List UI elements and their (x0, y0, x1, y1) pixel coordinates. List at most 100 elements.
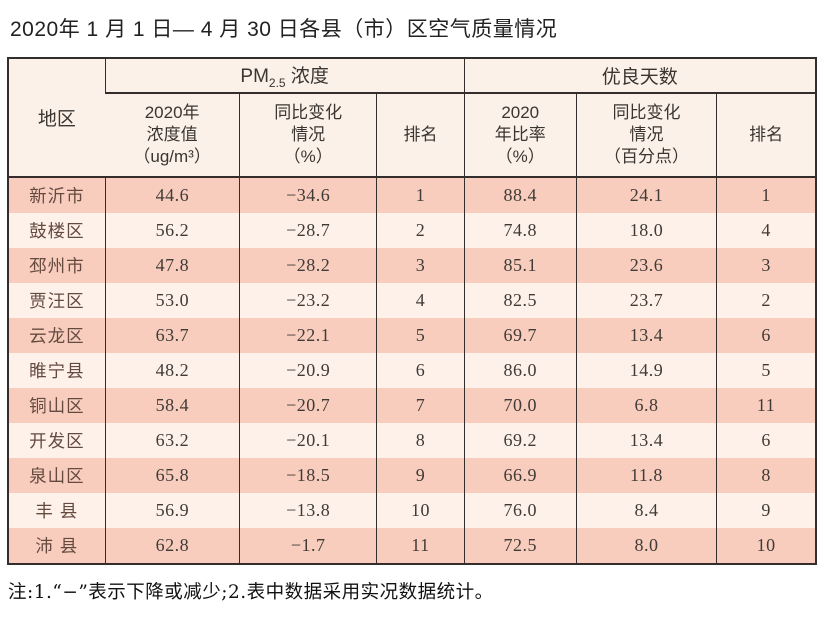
good-ratio-cell: 88.4 (463, 177, 577, 213)
pm-value-cell: 63.7 (104, 318, 240, 353)
pm-value-cell: 56.9 (104, 493, 240, 528)
good-change-cell: 14.9 (575, 353, 717, 388)
pm-value-cell: 62.8 (104, 528, 240, 564)
table-row: 邳州市 47.8 −28.2 3 85.1 23.6 3 (8, 248, 816, 283)
column-header-good-change: 同比变化 情况 （百分点） (575, 93, 717, 178)
region-cell: 云龙区 (29, 326, 85, 346)
column-header-region: 地区 (8, 58, 106, 178)
good-rank-cell: 4 (716, 213, 816, 248)
good-ratio-cell: 86.0 (463, 353, 577, 388)
pm-change-cell: −20.1 (239, 423, 377, 458)
region-cell: 丰 县 (35, 501, 79, 521)
pm-change-cell: −34.6 (239, 177, 377, 213)
region-cell: 鼓楼区 (29, 221, 85, 241)
good-rank-cell: 1 (716, 177, 816, 213)
pm-value-cell: 56.2 (104, 213, 240, 248)
pm-change-cell: −22.1 (239, 318, 377, 353)
pm-change-cell: −18.5 (239, 458, 377, 493)
good-rank-cell: 6 (716, 318, 816, 353)
good-change-cell: 13.4 (575, 423, 717, 458)
pm-change-cell: −1.7 (239, 528, 377, 564)
table-row: 泉山区 65.8 −18.5 9 66.9 11.8 8 (8, 458, 816, 493)
region-cell: 泉山区 (29, 466, 85, 486)
good-rank-cell: 5 (716, 353, 816, 388)
column-header-pm-change: 同比变化 情况 （%） (239, 93, 377, 178)
good-ratio-cell: 82.5 (463, 283, 577, 318)
region-cell: 铜山区 (29, 396, 85, 416)
pm25-label: PM2.5 浓度 (240, 66, 329, 90)
pm-rank-cell: 11 (376, 528, 465, 564)
pm-value-cell: 58.4 (104, 388, 240, 423)
region-cell: 开发区 (29, 431, 85, 451)
good-ratio-cell: 74.8 (463, 213, 577, 248)
good-change-cell: 23.7 (575, 283, 717, 318)
good-change-cell: 8.0 (575, 528, 717, 564)
table-row: 丰 县 56.9 −13.8 10 76.0 8.4 9 (8, 493, 816, 528)
good-change-cell: 18.0 (575, 213, 717, 248)
good-change-cell: 23.6 (575, 248, 717, 283)
pm-change-cell: −23.2 (239, 283, 377, 318)
good-rank-cell: 9 (716, 493, 816, 528)
good-change-cell: 13.4 (575, 318, 717, 353)
pm-value-cell: 44.6 (104, 177, 240, 213)
pm-value-cell: 65.8 (104, 458, 240, 493)
table-row: 新沂市 44.6 −34.6 1 88.4 24.1 1 (8, 177, 816, 213)
table-row: 沛 县 62.8 −1.7 11 72.5 8.0 10 (8, 528, 816, 564)
pm-rank-cell: 1 (376, 177, 465, 213)
table-row: 开发区 63.2 −20.1 8 69.2 13.4 6 (8, 423, 816, 458)
good-rank-cell: 2 (716, 283, 816, 318)
pm-value-cell: 48.2 (104, 353, 240, 388)
table-body: 新沂市 44.6 −34.6 1 88.4 24.1 1 鼓楼区 56.2 −2… (8, 177, 816, 564)
pm-change-cell: −13.8 (239, 493, 377, 528)
good-rank-cell: 8 (716, 458, 816, 493)
pm-rank-cell: 6 (376, 353, 465, 388)
good-ratio-cell: 66.9 (463, 458, 577, 493)
good-ratio-cell: 85.1 (463, 248, 577, 283)
table-footnote: 注:1.“−”表示下降或减少;2.表中数据采用实况数据统计。 (8, 582, 494, 603)
good-rank-cell: 6 (716, 423, 816, 458)
good-ratio-cell: 72.5 (463, 528, 577, 564)
air-quality-table: 地区 PM2.5 浓度 优良天数 2020年 浓度值 （ug/m³） 同比变化 … (7, 57, 817, 565)
table-row: 云龙区 63.7 −22.1 5 69.7 13.4 6 (8, 318, 816, 353)
region-cell: 邳州市 (29, 256, 85, 276)
region-cell: 贾汪区 (29, 291, 85, 311)
good-rank-cell: 11 (716, 388, 816, 423)
header-sub-row: 2020年 浓度值 （ug/m³） 同比变化 情况 （%） 排名 2020 年比… (8, 93, 816, 178)
pm-rank-cell: 7 (376, 388, 465, 423)
column-header-pm-rank: 排名 (376, 93, 465, 178)
good-change-cell: 8.4 (575, 493, 717, 528)
good-change-cell: 6.8 (575, 388, 717, 423)
pm-rank-cell: 8 (376, 423, 465, 458)
pm-rank-cell: 9 (376, 458, 465, 493)
column-group-good-days: 优良天数 (463, 58, 816, 94)
pm-change-cell: −20.9 (239, 353, 377, 388)
good-ratio-cell: 76.0 (463, 493, 577, 528)
region-cell: 新沂市 (29, 186, 85, 206)
region-cell: 沛 县 (35, 536, 79, 556)
header-group-row: 地区 PM2.5 浓度 优良天数 (8, 58, 816, 178)
region-cell: 睢宁县 (29, 361, 85, 381)
pm-change-cell: −20.7 (239, 388, 377, 423)
good-ratio-cell: 69.2 (463, 423, 577, 458)
pm-rank-cell: 10 (376, 493, 465, 528)
pm-rank-cell: 2 (376, 213, 465, 248)
good-ratio-cell: 70.0 (463, 388, 577, 423)
pm-rank-cell: 4 (376, 283, 465, 318)
table-row: 贾汪区 53.0 −23.2 4 82.5 23.7 2 (8, 283, 816, 318)
table-row: 鼓楼区 56.2 −28.7 2 74.8 18.0 4 (8, 213, 816, 248)
good-change-cell: 11.8 (575, 458, 717, 493)
pm-value-cell: 63.2 (104, 423, 240, 458)
column-header-pm-value: 2020年 浓度值 （ug/m³） (105, 93, 240, 178)
pm-value-cell: 53.0 (104, 283, 240, 318)
good-rank-cell: 3 (716, 248, 816, 283)
pm-rank-cell: 3 (376, 248, 465, 283)
good-change-cell: 24.1 (575, 177, 717, 213)
pm-rank-cell: 5 (376, 318, 465, 353)
column-header-good-rank: 排名 (716, 93, 816, 178)
table-row: 铜山区 58.4 −20.7 7 70.0 6.8 11 (8, 388, 816, 423)
table-row: 睢宁县 48.2 −20.9 6 86.0 14.9 5 (8, 353, 816, 388)
good-rank-cell: 10 (716, 528, 816, 564)
pm-change-cell: −28.2 (239, 248, 377, 283)
pm-value-cell: 47.8 (104, 248, 240, 283)
column-group-pm25: PM2.5 浓度 (104, 58, 465, 94)
